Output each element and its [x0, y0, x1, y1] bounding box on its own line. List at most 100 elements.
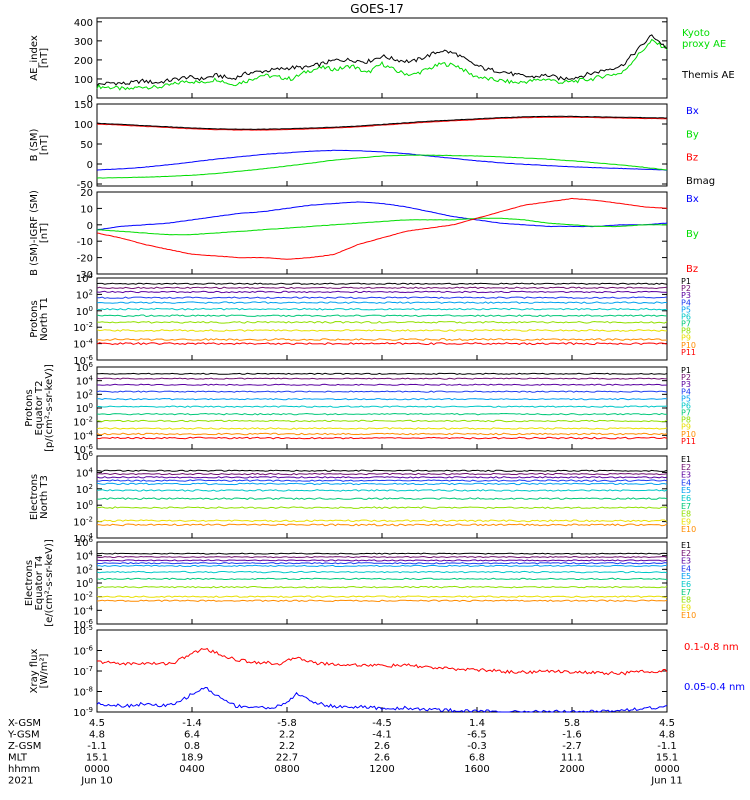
channel-line-e4	[96, 562, 668, 565]
footer-value: 6.8	[469, 753, 485, 764]
y-tick-label: 10-6	[73, 645, 93, 658]
series-label: 0.05-0.4 nm	[684, 682, 745, 693]
footer-value: 0000	[84, 764, 109, 775]
channel-line-e2	[96, 472, 668, 476]
channel-line-e6	[96, 570, 668, 574]
channel-line-e4	[96, 479, 668, 482]
channel-line-p4	[96, 390, 668, 393]
channel-label: P3	[681, 380, 691, 389]
channel-label: P10	[681, 341, 696, 350]
channel-line-p4	[96, 296, 668, 299]
channel-line-e9	[96, 595, 668, 598]
channel-line-e1	[96, 469, 668, 472]
y-tick-label: 10-2	[73, 416, 93, 429]
channel-label: E7	[681, 588, 691, 597]
y-tick-label: 102	[76, 388, 93, 401]
footer-value: -1.1	[657, 741, 677, 752]
channel-line-e5	[96, 482, 668, 486]
channel-line-p11	[96, 436, 668, 440]
series-label: Themis AE	[681, 70, 735, 81]
footer-value: 2.2	[279, 741, 295, 752]
footer-value: -5.8	[277, 718, 297, 729]
channel-line-p8	[96, 419, 668, 423]
series-label: Bx	[686, 106, 699, 117]
channel-label: P5	[681, 394, 691, 403]
y-tick-label: -30	[77, 270, 93, 281]
footer-value: -6.5	[467, 730, 487, 741]
footer-value: 1600	[464, 764, 489, 775]
channel-label: E9	[681, 517, 691, 526]
series-label: By	[686, 129, 699, 140]
y-tick-label: 10-5	[73, 624, 93, 637]
y-tick-label: 10-4	[73, 338, 93, 351]
footer-value: 0800	[274, 764, 299, 775]
y-tick-label: 10	[80, 204, 93, 215]
channel-line-p9	[96, 329, 668, 332]
footer-row-label: MLT	[8, 753, 28, 764]
y-tick-label: 10-6	[73, 443, 93, 456]
channel-line-p6	[97, 405, 668, 408]
footer-row-label: hhmm	[8, 764, 40, 775]
y-tick-label: 100	[74, 120, 93, 131]
footer-value: 2000	[559, 764, 584, 775]
channel-line-p3	[97, 383, 667, 386]
channel-label: E8	[681, 510, 691, 519]
series-line-by	[96, 154, 668, 179]
channel-line-p2	[96, 286, 668, 290]
channel-line-e6	[96, 489, 668, 492]
channel-line-e5	[97, 564, 668, 568]
y-tick-label: 10-2	[73, 321, 93, 334]
panel-xr: 10-5 10-6 10-7 10-8 10-9 Xray flux[W/m²] 0.1-0…	[29, 624, 745, 719]
y-tick-label: 0	[87, 160, 93, 171]
footer-value: 1200	[369, 764, 394, 775]
panel-frame	[96, 366, 668, 450]
y-tick-label: 104	[76, 550, 94, 563]
channel-line-p11	[96, 342, 668, 346]
channel-label: P11	[681, 348, 696, 357]
footer-value: 2.2	[279, 730, 295, 741]
channel-line-e10	[96, 599, 668, 603]
panel-frame	[96, 17, 668, 99]
y-axis-label: ProtonsEquator T2[p/(cm²-s-sr-keV)]	[24, 364, 55, 452]
y-axis-label: ProtonsNorth T1	[29, 297, 50, 341]
channel-label: E2	[681, 549, 691, 558]
channel-line-p1	[96, 372, 668, 375]
footer-value: -2.7	[562, 741, 582, 752]
y-tick-label: 400	[74, 18, 93, 29]
channel-label: P1	[681, 277, 691, 286]
channel-label: P10	[681, 430, 696, 439]
footer-value: 2.6	[374, 753, 390, 764]
y-tick-label: 10-8	[73, 686, 93, 699]
footer-value: -1.6	[562, 730, 582, 741]
channel-line-e10	[96, 523, 668, 527]
footer-value: -0.3	[467, 741, 487, 752]
y-tick-label: 10-2	[73, 516, 93, 529]
y-tick-label: 106	[76, 536, 94, 549]
series-line-bz	[96, 116, 667, 131]
panel-frame	[96, 191, 668, 275]
series-line-by	[96, 217, 667, 236]
y-axis-label: AE_index[nT]	[29, 35, 50, 81]
y-tick-label: 10-7	[73, 665, 93, 678]
channel-label: P3	[681, 291, 691, 300]
footer-value: 15.1	[86, 753, 108, 764]
footer-value: 1.4	[469, 718, 485, 729]
channel-label: E2	[681, 463, 691, 472]
channel-line-p6	[96, 307, 668, 311]
channel-label: P8	[681, 416, 691, 425]
channel-label: P7	[681, 320, 691, 329]
y-tick-label: 0	[87, 221, 93, 232]
y-tick-label: -10	[77, 237, 93, 248]
channel-label: E4	[681, 564, 691, 573]
footer-value: 0400	[179, 764, 204, 775]
footer-value: 4.8	[659, 730, 675, 741]
series-line-0-1-0-8-nm	[96, 647, 668, 676]
channel-line-e7	[97, 497, 668, 500]
footer-value: -4.5	[372, 718, 392, 729]
y-axis-label: ElectronsEquator T4[e/(cm²-s-sr-keV)]	[24, 539, 55, 627]
channel-label: E9	[681, 603, 691, 612]
y-tick-label: 10-4	[73, 429, 93, 442]
footer-value: 4.5	[659, 718, 675, 729]
